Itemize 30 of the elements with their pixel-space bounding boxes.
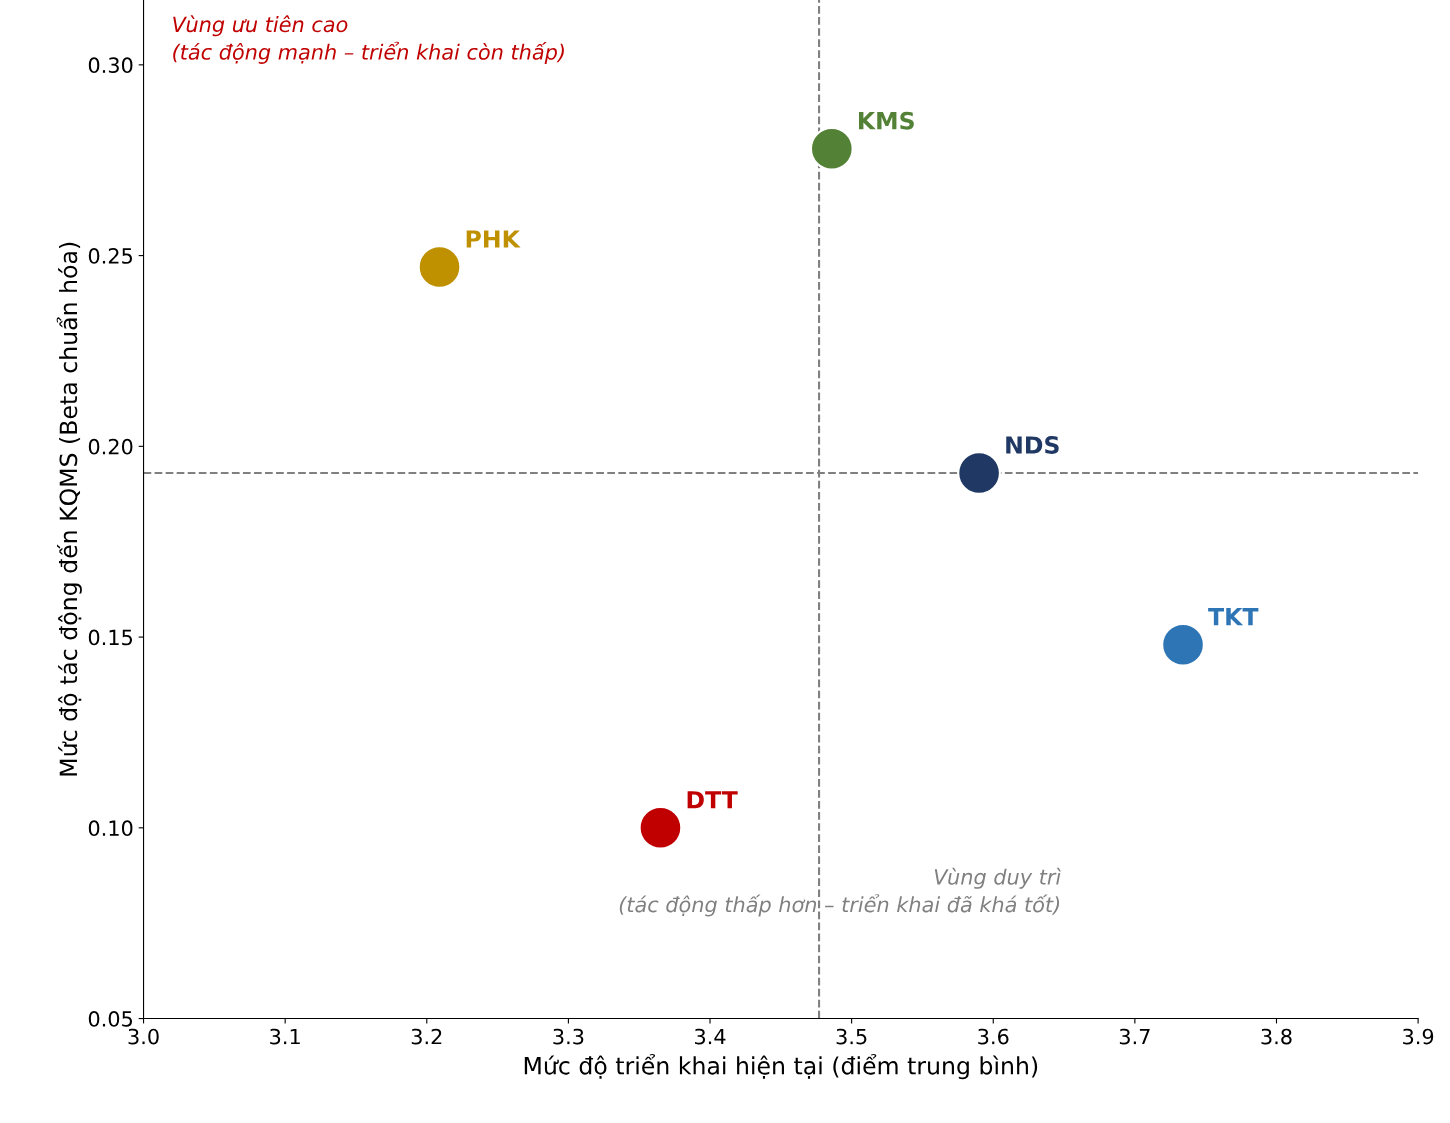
annotation: Vùng duy trì (tác động thấp hơn – triển khai đã khá tốt) [619, 867, 1061, 917]
x-axis-title: Mức độ triển khai hiện tại (điểm trung bình) [524, 1054, 1038, 1080]
x-tick-label: 3.1 [270, 1028, 300, 1045]
x-tick-label: 3.4 [695, 1028, 726, 1045]
series-label: TKT [1208, 608, 1259, 626]
point [417, 245, 462, 289]
series-label: KMS [858, 111, 914, 130]
point [809, 126, 854, 171]
y-tick-label: 0.05 [88, 1011, 133, 1027]
x-tick-label: 3.2 [411, 1028, 442, 1045]
x-tick-label: 3.8 [1261, 1028, 1292, 1045]
series-label: NDS [1006, 436, 1059, 454]
annotation: Vùng ưu tiên cao (tác động mạnh – triển khai còn thấp) [173, 15, 564, 64]
x-tick-label: 3.9 [1403, 1028, 1434, 1045]
y-axis-title: Mức độ tác động đến KQMS (Beta chuẩn hóa) [56, 242, 82, 776]
series-label: PHK [466, 230, 521, 248]
x-tick-label: 3.7 [1119, 1028, 1150, 1045]
series-label: DTT [687, 791, 738, 809]
x-tick-label: 3.3 [553, 1028, 584, 1045]
y-tick-label: 0.10 [88, 820, 133, 837]
x-tick-label: 3.5 [836, 1028, 867, 1045]
point [957, 451, 1001, 495]
point [638, 805, 683, 850]
y-tick-label: 0.20 [88, 438, 133, 455]
y-tick-label: 0.30 [88, 57, 133, 74]
point [1161, 622, 1205, 667]
y-tick-label: 0.25 [88, 248, 133, 264]
x-tick-label: 3.6 [978, 1028, 1009, 1045]
y-tick-label: 0.15 [88, 629, 133, 646]
x-tick-label: 3.0 [128, 1028, 159, 1045]
